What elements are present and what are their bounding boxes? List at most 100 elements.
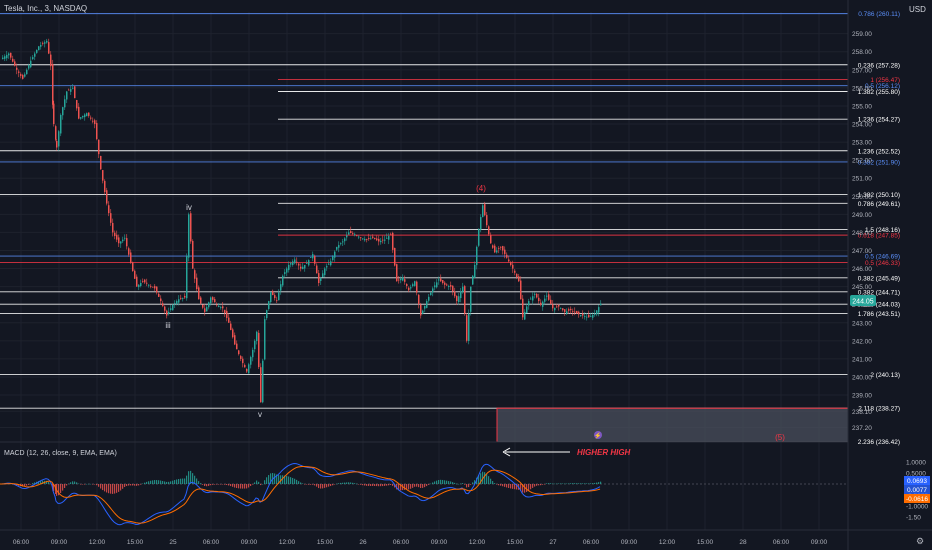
candle-body <box>408 287 410 291</box>
histogram-bar <box>274 473 276 484</box>
macd-title: MACD (12, 26, close, 9, EMA, EMA) <box>4 450 117 457</box>
histogram-bar <box>598 482 600 484</box>
candle-body <box>522 298 524 318</box>
histogram-bar <box>208 484 210 486</box>
candle-body <box>310 257 312 258</box>
candle-body <box>532 296 534 301</box>
histogram-bar <box>532 484 534 488</box>
candle-body <box>566 311 568 314</box>
price-axis[interactable]: 259.00 258.00 257.00 256.00 255.00 254.00 253.… <box>852 31 872 432</box>
histogram-bar <box>342 482 344 484</box>
price-tick-label: 247.00 <box>852 248 872 255</box>
histogram-bar <box>576 483 578 484</box>
histogram-bar <box>416 484 418 487</box>
candle-body <box>2 57 4 60</box>
histogram-bar <box>332 484 334 486</box>
histogram-bar <box>596 482 598 484</box>
histogram-bar <box>408 484 410 490</box>
histogram-bar <box>240 484 242 489</box>
candle-body <box>76 100 78 109</box>
histogram-bar <box>266 477 268 484</box>
candle-body <box>338 245 340 248</box>
candle-body <box>166 310 168 316</box>
histogram-bar <box>384 484 386 486</box>
histogram-bar <box>68 483 70 485</box>
candle-body <box>148 284 150 286</box>
histogram-bar <box>326 484 328 488</box>
histogram-bar <box>508 484 510 488</box>
macd-value: 0.0693 <box>907 478 927 485</box>
candle-body <box>106 190 108 204</box>
candle-body <box>500 246 502 248</box>
histogram-bar <box>454 482 456 484</box>
candle-body <box>400 278 402 281</box>
histogram-bar <box>232 484 234 487</box>
histogram-bar <box>418 484 420 488</box>
candle-body <box>420 304 422 316</box>
candle-body <box>558 305 560 307</box>
histogram-bar <box>488 476 490 484</box>
histogram-bar <box>560 483 562 484</box>
histogram-bar <box>188 471 190 484</box>
histogram-bar <box>80 484 82 485</box>
candle-body <box>53 103 55 125</box>
candle-body <box>506 254 508 258</box>
event-lightning-icon[interactable] <box>594 431 602 439</box>
candle-body <box>284 272 286 274</box>
macd-tick-label: 0.5000 <box>906 471 926 478</box>
candle-body <box>316 265 318 274</box>
candle-body <box>552 304 554 309</box>
candle-body <box>564 309 566 312</box>
candle-body <box>214 299 216 303</box>
fib-label: 2.118 (238.27) <box>858 406 900 413</box>
histogram-bar <box>84 484 86 485</box>
settings-gear-icon[interactable]: ⚙ <box>916 536 924 546</box>
histogram-bar <box>264 480 266 484</box>
histogram-bar <box>394 484 396 488</box>
price-tick-label: 245.00 <box>852 284 872 291</box>
candle-body <box>490 235 492 244</box>
candle-body <box>202 304 204 308</box>
histogram-bar <box>554 483 556 485</box>
candle-body <box>262 360 264 403</box>
candle-body <box>64 99 66 108</box>
histogram-bar <box>440 479 442 484</box>
candle-body <box>246 368 248 372</box>
time-tick-label: 28 <box>739 539 747 546</box>
candle-body <box>330 261 332 266</box>
histogram-bar <box>112 484 114 494</box>
time-axis[interactable]: 06:00 09:00 12:00 15:00 25 06:00 09:00 12:00 15:… <box>13 539 828 546</box>
histogram-bar <box>50 483 52 485</box>
candle-body <box>176 301 178 304</box>
candle-body <box>362 238 364 240</box>
time-tick-label: 15:00 <box>317 539 334 546</box>
candle-body <box>100 156 102 170</box>
candle-body <box>216 304 218 306</box>
histogram-bar <box>116 484 118 493</box>
candle-body <box>392 232 394 250</box>
candle-body <box>154 286 156 289</box>
histogram-bar <box>246 484 248 489</box>
candle-body <box>278 292 280 301</box>
histogram-bar <box>62 484 64 491</box>
candle-body <box>52 64 54 105</box>
fib-label: 0.382 (245.49) <box>858 275 900 282</box>
candle-body <box>20 74 22 76</box>
candle-body <box>34 53 36 57</box>
target-zone <box>496 407 849 443</box>
candle-body <box>122 239 124 242</box>
histogram-bar <box>256 480 258 484</box>
histogram-bar <box>218 484 220 485</box>
candle-body <box>432 288 434 293</box>
candle-body <box>158 293 160 297</box>
candle-body <box>46 40 48 43</box>
fib-label: 0.5 (256.12) <box>865 83 900 90</box>
histogram-bar <box>126 484 128 487</box>
candle-body <box>304 264 306 269</box>
candle-body <box>16 67 18 70</box>
histogram-bar <box>424 484 426 488</box>
candle-body <box>14 61 16 66</box>
histogram-bar <box>204 484 206 486</box>
candle-body <box>286 268 288 273</box>
histogram-bar <box>38 481 40 484</box>
